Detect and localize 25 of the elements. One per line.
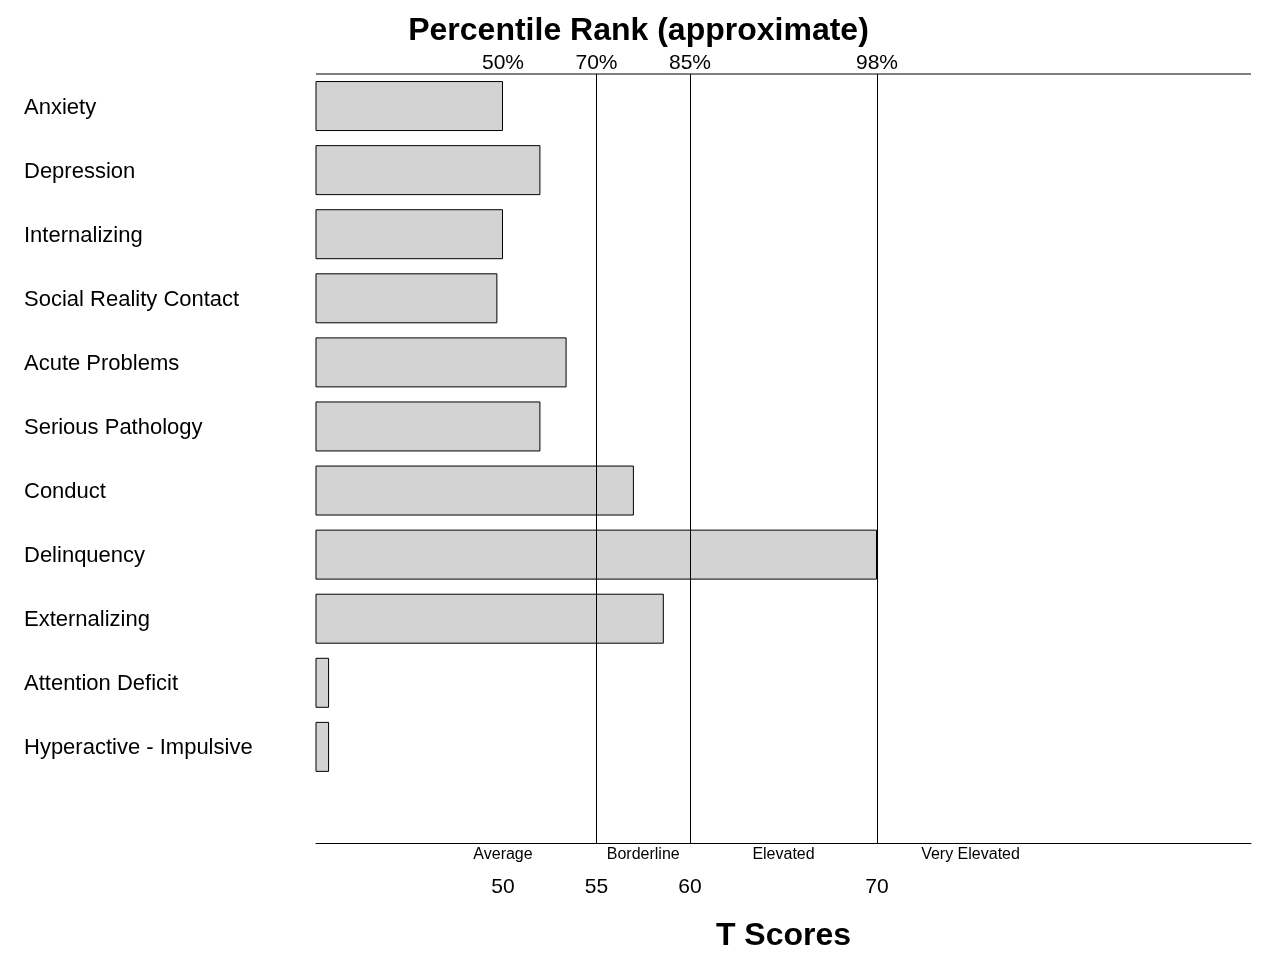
- text: 85%: [668, 50, 712, 73]
- x-tick-label: 55: [584, 874, 609, 897]
- y-tick-label: Serious Pathology: [24, 413, 203, 439]
- x-tick-label: 50: [491, 874, 515, 897]
- chart-title: Percentile Rank (approximate): [408, 11, 869, 47]
- y-tick-label: Depression: [24, 157, 136, 183]
- y-tick-label: Hyperactive - Impulsive: [24, 734, 253, 760]
- x-axis-title: T Scores: [715, 916, 852, 952]
- text: 98%: [855, 50, 899, 73]
- x-tick-label: 70: [865, 874, 889, 897]
- text: Very Elevated: [921, 844, 1020, 862]
- y-tick-label: Conduct: [24, 478, 106, 504]
- y-tick-label: Social Reality Contact: [24, 285, 240, 311]
- text: Average: [473, 844, 533, 862]
- text: Elevated: [752, 844, 815, 862]
- y-tick-label: Delinquency: [24, 542, 146, 568]
- y-tick-label: Externalizing: [24, 606, 150, 632]
- text: 70%: [575, 50, 618, 73]
- y-tick-label: Attention Deficit: [24, 670, 179, 696]
- y-tick-label: Internalizing: [24, 221, 143, 247]
- y-tick-label: Acute Problems: [24, 349, 180, 375]
- y-tick-label: Anxiety: [24, 93, 97, 119]
- x-tick-label: 60: [678, 874, 702, 897]
- text: 50%: [481, 50, 525, 73]
- text: Borderline: [606, 844, 680, 862]
